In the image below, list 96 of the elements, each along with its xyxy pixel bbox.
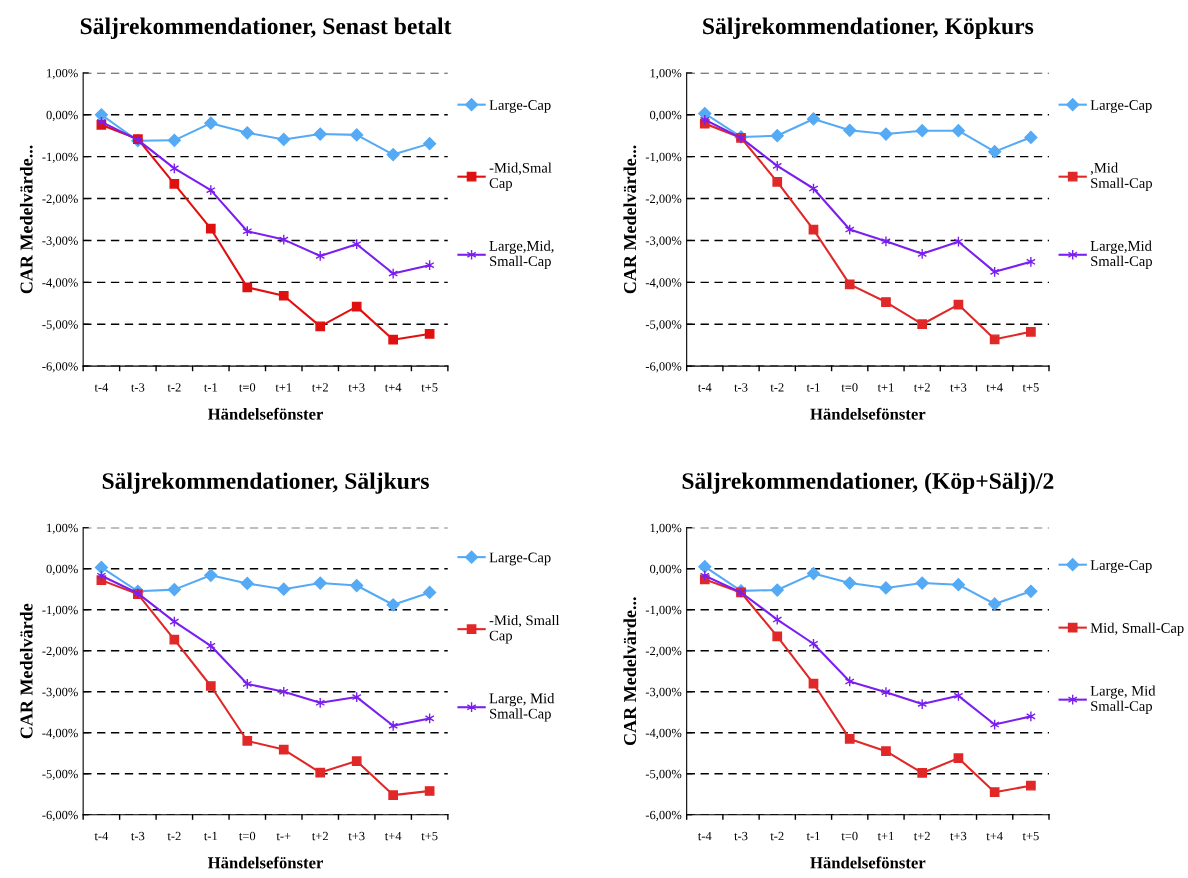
x-tick-label: t-1 xyxy=(806,831,820,841)
legend-label: -Mid, Small Cap xyxy=(489,614,560,644)
legend-label: ,Mid Small-Cap xyxy=(1090,162,1152,191)
y-tick-label: -4,00% xyxy=(42,728,78,740)
y-tick-label: -1,00% xyxy=(42,605,78,616)
y-tick-label: -3,00% xyxy=(645,236,682,247)
y-tick-label: -3,00% xyxy=(42,687,78,698)
x-tick-label: t-2 xyxy=(770,831,784,841)
x-tick-label: t-1 xyxy=(203,831,217,841)
x-tick-label: t=0 xyxy=(841,831,858,841)
x-tick-label: t+4 xyxy=(384,383,402,392)
legend-label: Large-Cap xyxy=(489,552,551,566)
y-tick-label: -5,00% xyxy=(645,320,682,331)
y-tick-label: -6,00% xyxy=(42,362,78,373)
y-tick-label: -5,00% xyxy=(645,769,682,781)
x-tick-label: t-3 xyxy=(131,831,145,841)
y-tick-label: 1,00% xyxy=(650,68,682,80)
x-tick-label: t+1 xyxy=(877,831,894,841)
y-tick-label: -2,00% xyxy=(42,194,78,205)
x-axis-title: Händelsefönster xyxy=(810,407,926,420)
x-tick-label: t-2 xyxy=(167,831,181,841)
y-tick-label: -1,00% xyxy=(645,605,682,616)
chart-title: Säljrekommendationer, Köpkurs xyxy=(703,17,1034,40)
y-tick-label: -4,00% xyxy=(645,728,682,740)
y-tick-label: 0,00% xyxy=(649,110,682,122)
legend-label: Large-Cap xyxy=(489,100,551,113)
legend-label: Large-Cap xyxy=(1090,560,1152,573)
y-tick-label: -4,00% xyxy=(645,278,682,289)
x-tick-label: t+3 xyxy=(348,831,365,841)
legend-label: Large, Mid Small-Cap xyxy=(1090,685,1156,714)
y-tick-label: -2,00% xyxy=(645,646,682,657)
x-tick-label: t-2 xyxy=(770,383,784,392)
y-tick-label: -1,00% xyxy=(645,152,682,163)
y-tick-label: -6,00% xyxy=(42,810,78,822)
y-tick-label: 1,00% xyxy=(650,523,682,534)
y-axis-title: CAR Medelvärde xyxy=(19,603,33,739)
x-tick-label: t-3 xyxy=(131,383,145,392)
x-tick-label: t+1 xyxy=(275,383,292,392)
y-tick-label: -6,00% xyxy=(645,362,682,373)
y-tick-label: 0,00% xyxy=(649,564,682,575)
y-axis-title: CAR Medelvärde... xyxy=(623,145,637,294)
y-tick-label: -1,00% xyxy=(42,152,78,163)
x-tick-label: t+2 xyxy=(913,831,930,841)
legend-label: Large, Mid Small-Cap xyxy=(489,693,555,722)
x-tick-label: t-4 xyxy=(94,831,109,841)
x-tick-label: t+2 xyxy=(311,831,328,841)
x-tick-label: t+3 xyxy=(950,831,967,841)
x-tick-label: t+5 xyxy=(421,383,438,392)
x-tick-label: t+5 xyxy=(421,831,438,841)
x-tick-label: t=0 xyxy=(239,383,256,392)
y-tick-label: -4,00% xyxy=(42,278,78,289)
legend-label: -Mid,Smal Cap xyxy=(489,162,552,191)
chart-title: Säljrekommendationer, (Köp+Sälj)/2 xyxy=(682,472,1054,494)
legend-label: Large,Mid, Small-Cap xyxy=(489,240,554,270)
y-tick-label: 0,00% xyxy=(46,564,78,575)
x-tick-label: t+5 xyxy=(1022,383,1039,392)
x-tick-label: t+3 xyxy=(950,383,967,392)
x-tick-label: t-4 xyxy=(94,383,109,392)
x-tick-label: t+1 xyxy=(877,383,894,392)
chart-title: Säljrekommendationer, Senast betalt xyxy=(80,17,452,40)
y-tick-label: -3,00% xyxy=(645,687,682,698)
y-tick-label: -3,00% xyxy=(42,236,78,247)
legend-label: Large,Mid Small-Cap xyxy=(1090,240,1152,270)
y-tick-label: -6,00% xyxy=(645,810,682,822)
x-tick-label: t+4 xyxy=(986,383,1003,392)
x-axis-title: Händelsefönster xyxy=(207,407,324,420)
x-tick-label: t+2 xyxy=(913,383,930,392)
legend-label: Mid, Small-Cap xyxy=(1090,622,1184,636)
x-tick-label: t-1 xyxy=(806,383,820,392)
legend-label: Large-Cap xyxy=(1090,100,1152,113)
x-tick-label: t+4 xyxy=(384,831,402,841)
x-tick-label: t-2 xyxy=(167,383,181,392)
x-tick-label: t-4 xyxy=(697,383,712,392)
chart-title: Säljrekommendationer, Säljkurs xyxy=(102,472,429,494)
y-axis-title: CAR Medelvärde... xyxy=(19,145,33,294)
y-tick-label: -2,00% xyxy=(42,646,78,657)
x-tick-label: t-3 xyxy=(734,831,748,841)
y-tick-label: -5,00% xyxy=(42,320,78,331)
x-tick-label: t=0 xyxy=(239,831,256,841)
x-tick-label: t-4 xyxy=(697,831,712,841)
y-tick-label: -2,00% xyxy=(645,194,682,205)
y-tick-label: 1,00% xyxy=(47,523,78,534)
x-tick-label: t-+ xyxy=(276,833,291,841)
x-tick-label: t+5 xyxy=(1022,831,1039,841)
x-axis-title: Händelsefönster xyxy=(207,856,324,869)
x-tick-label: t+4 xyxy=(986,831,1003,841)
x-tick-label: t-1 xyxy=(203,383,217,392)
x-tick-label: t-3 xyxy=(734,383,748,392)
y-tick-label: -5,00% xyxy=(42,769,78,781)
x-tick-label: t=0 xyxy=(841,383,858,392)
y-axis-title: CAR Medelvärde... xyxy=(623,597,637,746)
x-tick-label: t+3 xyxy=(348,383,365,392)
x-axis-title: Händelsefönster xyxy=(810,856,926,869)
x-tick-label: t+2 xyxy=(311,383,328,392)
y-tick-label: 1,00% xyxy=(47,68,78,80)
y-tick-label: 0,00% xyxy=(46,110,78,122)
